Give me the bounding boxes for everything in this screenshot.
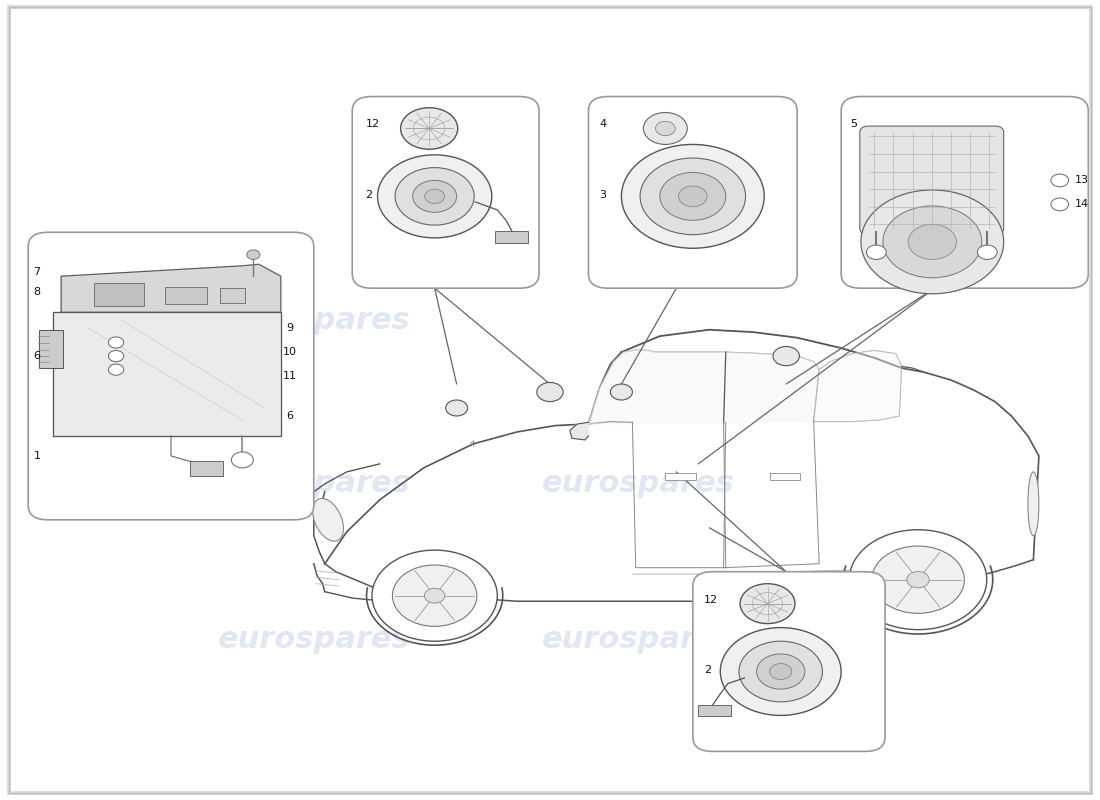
Circle shape — [537, 382, 563, 402]
Circle shape — [660, 172, 726, 220]
Circle shape — [109, 364, 123, 375]
Text: 3: 3 — [600, 190, 606, 200]
Circle shape — [393, 565, 477, 626]
Circle shape — [640, 158, 746, 234]
Text: 11: 11 — [283, 371, 297, 381]
Circle shape — [773, 346, 800, 366]
Circle shape — [446, 400, 468, 416]
Circle shape — [377, 155, 492, 238]
Circle shape — [425, 189, 444, 203]
Circle shape — [425, 588, 444, 603]
Text: 4: 4 — [600, 119, 606, 130]
Circle shape — [231, 452, 253, 468]
Circle shape — [757, 654, 805, 689]
Circle shape — [610, 384, 632, 400]
Text: 5: 5 — [850, 119, 857, 130]
Circle shape — [867, 245, 887, 259]
Circle shape — [849, 530, 987, 630]
Polygon shape — [588, 350, 820, 424]
FancyBboxPatch shape — [842, 97, 1088, 288]
FancyBboxPatch shape — [29, 232, 313, 520]
Circle shape — [906, 571, 930, 588]
Circle shape — [1050, 198, 1068, 210]
Text: eurospares: eurospares — [218, 306, 410, 334]
Bar — [95, 283, 143, 306]
Bar — [495, 231, 528, 242]
Circle shape — [740, 584, 795, 624]
Circle shape — [770, 663, 792, 679]
Polygon shape — [62, 264, 280, 312]
Text: ⚜: ⚜ — [469, 439, 477, 449]
FancyBboxPatch shape — [352, 97, 539, 288]
Bar — [770, 474, 801, 480]
Circle shape — [861, 190, 1003, 294]
Text: eurospares: eurospares — [218, 625, 410, 654]
Text: 8: 8 — [33, 287, 41, 297]
Bar — [165, 286, 207, 304]
FancyBboxPatch shape — [693, 572, 886, 751]
Bar — [698, 705, 732, 716]
Text: 13: 13 — [1075, 175, 1089, 186]
FancyBboxPatch shape — [860, 126, 1003, 234]
Text: 6: 6 — [33, 351, 41, 361]
Circle shape — [644, 113, 688, 145]
Circle shape — [109, 350, 123, 362]
FancyBboxPatch shape — [588, 97, 798, 288]
Circle shape — [109, 337, 123, 348]
Circle shape — [621, 145, 764, 248]
Circle shape — [720, 628, 842, 715]
Circle shape — [978, 245, 997, 259]
Circle shape — [400, 108, 458, 150]
Circle shape — [656, 122, 675, 136]
Bar — [189, 462, 222, 476]
Text: 12: 12 — [365, 119, 380, 130]
Circle shape — [372, 550, 497, 642]
Text: 9: 9 — [286, 323, 294, 333]
Circle shape — [883, 206, 982, 278]
Polygon shape — [570, 422, 589, 440]
Circle shape — [246, 250, 260, 259]
Polygon shape — [54, 312, 280, 436]
Ellipse shape — [312, 498, 343, 541]
Circle shape — [395, 168, 474, 225]
Circle shape — [412, 180, 456, 212]
Circle shape — [739, 641, 823, 702]
Text: 10: 10 — [283, 347, 297, 357]
Circle shape — [679, 186, 707, 206]
Ellipse shape — [1027, 472, 1038, 536]
Text: 14: 14 — [1075, 199, 1089, 210]
Text: 1: 1 — [33, 451, 41, 461]
Bar — [666, 474, 696, 480]
Text: eurospares: eurospares — [218, 470, 410, 498]
Text: 2: 2 — [365, 190, 373, 200]
Text: eurospares: eurospares — [541, 625, 735, 654]
Text: 2: 2 — [704, 665, 711, 675]
Circle shape — [1050, 174, 1068, 186]
Circle shape — [871, 546, 965, 614]
Bar — [220, 288, 244, 302]
Text: 7: 7 — [33, 267, 41, 278]
Text: 6: 6 — [286, 411, 293, 421]
Text: eurospares: eurospares — [541, 470, 735, 498]
Text: 12: 12 — [704, 594, 718, 605]
Circle shape — [909, 224, 957, 259]
Bar — [40, 330, 64, 368]
Polygon shape — [814, 350, 902, 422]
